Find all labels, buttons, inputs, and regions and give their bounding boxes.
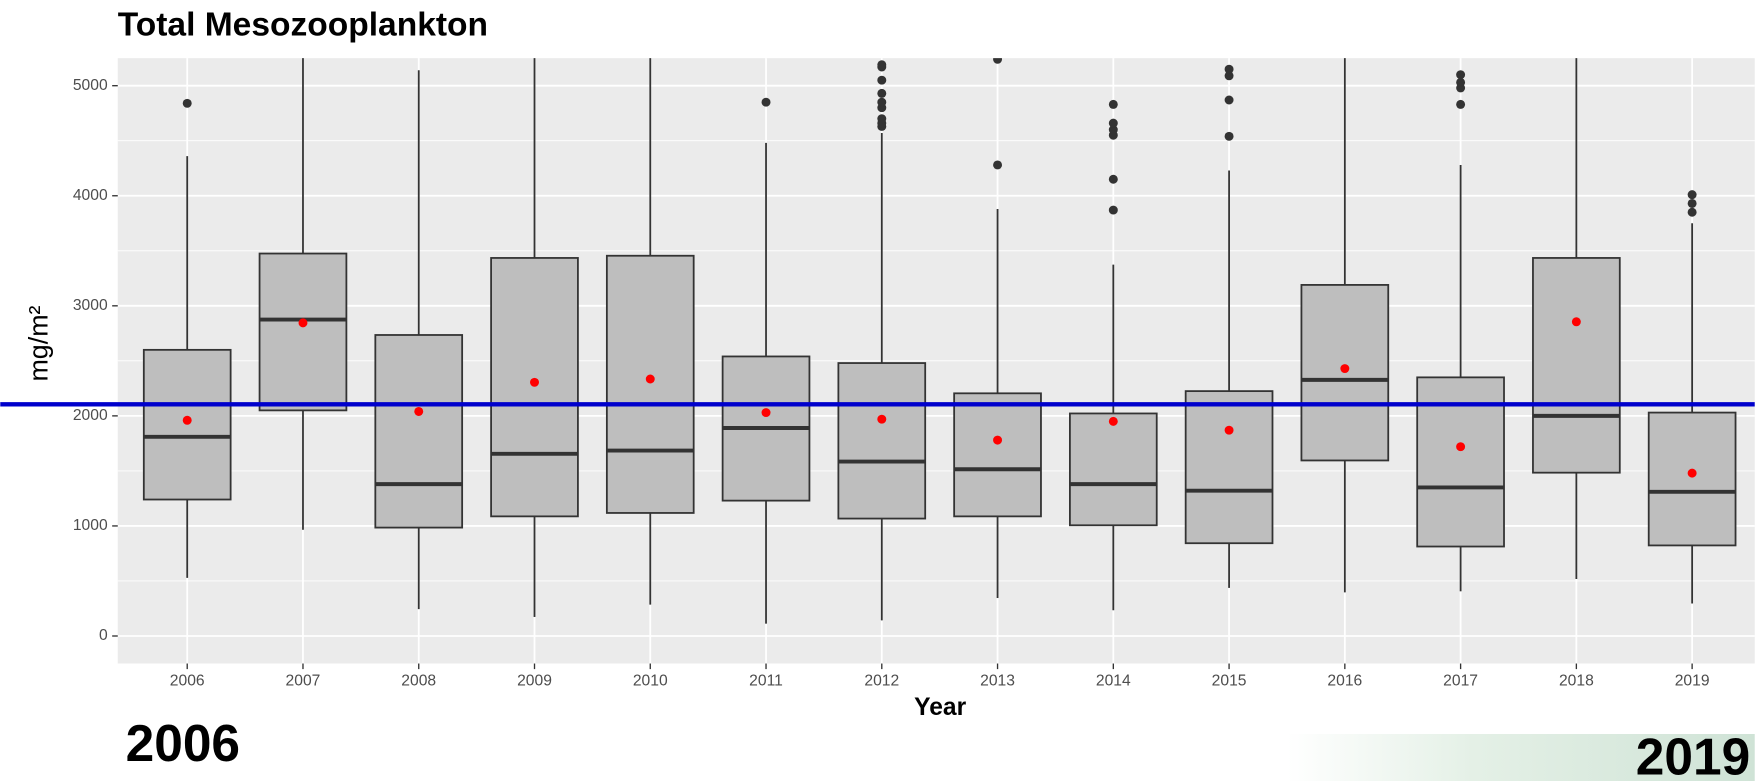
box	[1532, 257, 1621, 474]
outlier	[877, 114, 887, 124]
outlier	[877, 75, 887, 85]
x-tick-label: 2016	[1327, 673, 1362, 690]
x-tick-label: 2006	[170, 673, 205, 690]
outlier	[1456, 77, 1466, 87]
outlier	[1687, 198, 1697, 208]
mean-point	[877, 414, 887, 424]
box	[837, 362, 927, 520]
mean-point	[1224, 425, 1234, 435]
x-tick-label: 2012	[864, 673, 899, 690]
outlier	[1456, 70, 1466, 80]
outlier	[1456, 99, 1466, 109]
mean-point	[182, 415, 192, 425]
y-tick-label: 2000	[73, 407, 108, 424]
x-tick-label: 2009	[517, 673, 552, 690]
y-tick-label: 4000	[73, 187, 108, 204]
decoration	[1287, 734, 1755, 781]
mean-point	[645, 374, 655, 384]
box	[953, 392, 1042, 518]
outlier	[761, 97, 771, 107]
mean-point	[1340, 364, 1350, 374]
x-tick-label: 2008	[401, 673, 436, 690]
box	[258, 252, 348, 412]
x-tick-label: 2011	[749, 673, 783, 690]
x-tick-label: 2019	[1675, 673, 1710, 690]
box	[490, 257, 579, 518]
outlier	[1108, 118, 1118, 128]
outlier	[1224, 95, 1234, 105]
x-axis-label: Year	[914, 694, 966, 721]
x-tick-label: 2007	[286, 673, 321, 690]
x-tick-label: 2015	[1212, 673, 1247, 690]
box	[1184, 390, 1274, 545]
outlier	[877, 88, 887, 98]
box	[1069, 412, 1158, 527]
mean-point	[1108, 416, 1118, 426]
outlier	[1108, 174, 1118, 184]
box	[374, 334, 464, 529]
mean-point	[1456, 442, 1466, 452]
outlier	[1687, 207, 1697, 217]
x-tick-label: 2014	[1096, 673, 1131, 690]
outlier	[182, 98, 192, 108]
outlier	[993, 58, 1003, 64]
mean-point	[1571, 317, 1581, 327]
mean-point	[298, 318, 308, 328]
mean-point	[1687, 468, 1697, 478]
outlier	[1108, 205, 1118, 215]
mean-point	[761, 408, 771, 418]
x-tick-label: 2018	[1559, 673, 1594, 690]
outlier	[1224, 64, 1234, 74]
outlier	[1224, 71, 1234, 81]
outlier	[993, 160, 1003, 170]
outlier	[1108, 99, 1118, 109]
y-tick-label: 0	[99, 627, 108, 644]
x-tick-label: 2013	[980, 673, 1015, 690]
plot-marks	[142, 58, 1737, 624]
outlier	[877, 97, 887, 107]
annotation: 2006	[126, 714, 240, 772]
y-axis-label: mg/m²	[24, 305, 54, 381]
mean-point	[414, 407, 424, 416]
y-tick-label: 1000	[73, 517, 108, 534]
mean-point	[993, 435, 1003, 445]
box	[1647, 411, 1737, 547]
y-tick-label: 3000	[73, 297, 108, 314]
y-tick-label: 5000	[73, 77, 108, 94]
labels: 0 1000 2000 3000 4000 5000 2006 2007 2008 2009 201…	[73, 77, 1710, 690]
chart-title: Total Mesozooplankton	[118, 7, 488, 44]
outlier	[1224, 131, 1234, 141]
outlier	[877, 60, 887, 70]
mean-point	[530, 377, 539, 387]
outlier	[1687, 190, 1697, 200]
annotation: 2019	[1636, 727, 1750, 781]
outlier	[1108, 125, 1118, 135]
x-tick-label: 2010	[633, 673, 668, 690]
x-tick-label: 2017	[1443, 673, 1478, 690]
box	[605, 254, 695, 514]
